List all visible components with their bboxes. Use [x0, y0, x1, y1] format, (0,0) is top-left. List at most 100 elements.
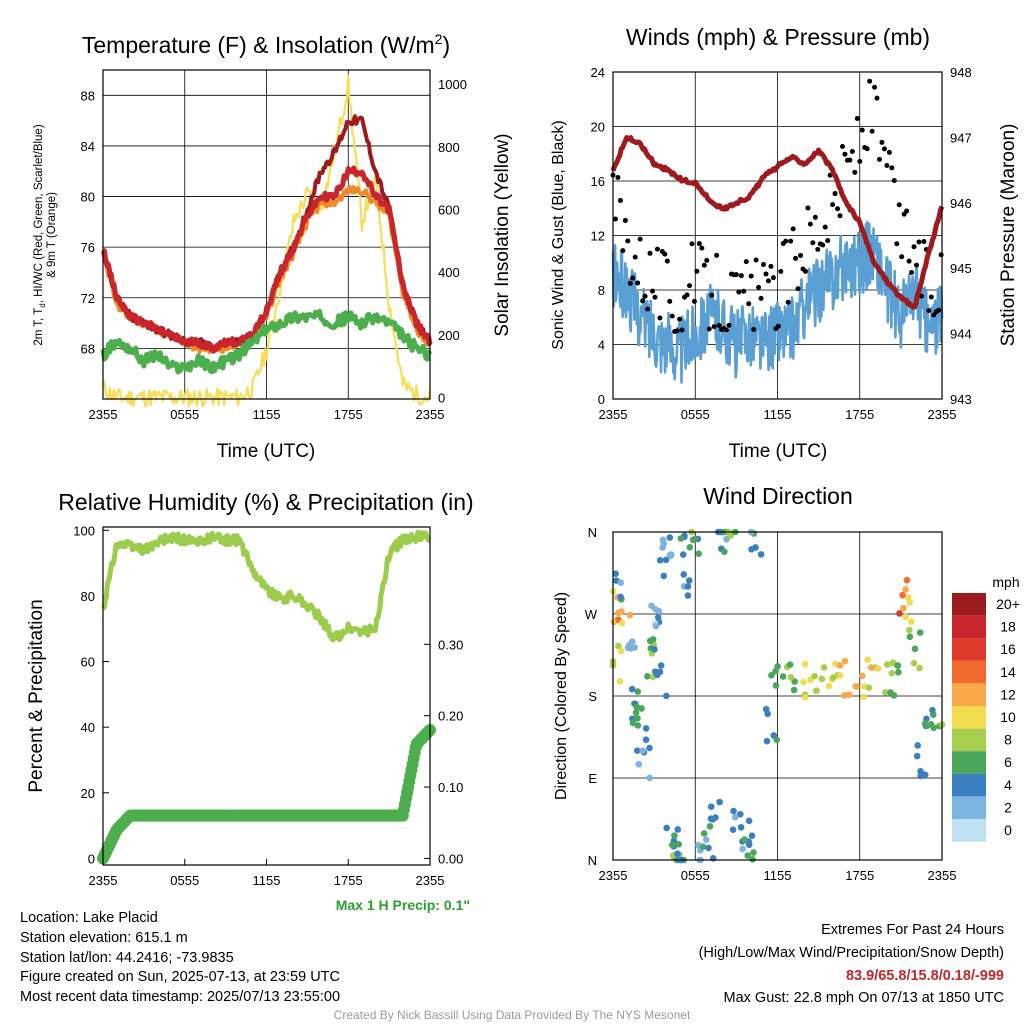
wind-x-axis-label: Time (UTC) [729, 441, 828, 462]
direction-point [731, 813, 739, 821]
direction-point [852, 683, 859, 690]
gust-point [617, 198, 623, 204]
direction-point [888, 669, 896, 677]
colorbar-label: 0 [1004, 822, 1012, 838]
gust-point [645, 306, 651, 312]
wind-y2-tick-label: 945 [950, 261, 972, 276]
direction-point [914, 742, 921, 749]
extremes-values: 83.9/65.8/15.8/0.18/-999 [846, 968, 1004, 984]
gust-point [630, 275, 636, 281]
wind-y2-tick-label: 943 [950, 392, 972, 407]
temp-series-2mt [101, 165, 433, 354]
gust-point [805, 205, 811, 211]
colorbar-swatch [952, 683, 986, 706]
direction-point [741, 836, 748, 843]
gust-point [886, 149, 892, 155]
dir-title: Wind Direction [703, 483, 853, 509]
gust-point [704, 257, 710, 263]
gust-point [635, 280, 641, 286]
colorbar-label: 10 [1000, 709, 1016, 725]
wind-x-tick-label: 1755 [845, 407, 874, 422]
gust-point [768, 263, 774, 269]
temp-y-tick-label: 84 [81, 139, 95, 154]
direction-point [655, 607, 663, 615]
gust-point [696, 241, 702, 247]
wind-x-tick-label: 2355 [928, 407, 957, 422]
wind-title: Winds (mph) & Pressure (mb) [626, 24, 930, 50]
gust-point [837, 213, 843, 219]
temp-series-td [100, 308, 433, 375]
temp-y2-tick-label: 600 [438, 202, 460, 217]
direction-point [737, 810, 744, 818]
gust-point [657, 315, 663, 321]
wind-x-tick-label: 1155 [764, 407, 792, 422]
temp-x-axis-label: Time (UTC) [217, 441, 316, 462]
colorbar-label: 2 [1004, 799, 1012, 815]
direction-point [800, 678, 807, 686]
temp-x-tick-label: 0555 [170, 407, 199, 422]
gust-point [891, 178, 897, 184]
gust-point [714, 252, 720, 258]
direction-point [911, 645, 919, 653]
direction-point [667, 551, 675, 558]
temp-y-tick-label: 68 [81, 341, 95, 356]
direction-point [660, 572, 668, 580]
gust-point [867, 78, 873, 84]
rh-x-tick-label: 2355 [416, 873, 445, 888]
direction-point [663, 692, 670, 700]
rh-panel: Relative Humidity (%) & Precipitation (i… [26, 489, 474, 913]
extremes-title: Extremes For Past 24 Hours [821, 922, 1004, 938]
direction-point [910, 659, 918, 667]
wind-y-axis-label: Sonic Wind & Gust (Blue, Black) [550, 120, 567, 349]
gust-point [706, 326, 712, 332]
gust-point [918, 293, 924, 299]
rh-y-axis-label: Percent & Precipitation [26, 599, 47, 792]
gust-point [733, 272, 739, 278]
gust-point [825, 238, 831, 244]
direction-point [917, 772, 924, 780]
wind-x-tick-label: 2355 [599, 407, 628, 422]
gust-point [746, 301, 752, 307]
gust-point [763, 271, 769, 277]
direction-point [811, 672, 818, 680]
direction-point [902, 613, 909, 621]
gust-point [830, 202, 836, 208]
dir-plot-frame [612, 531, 943, 861]
direction-point [660, 540, 667, 547]
colorbar-label: 18 [1000, 619, 1016, 635]
gust-point [815, 246, 821, 252]
gust-point [694, 268, 700, 274]
temp-y-tick-label: 72 [81, 291, 95, 306]
svg-text:2m T, Td, HI/WC (Red, Green, S: 2m T, Td, HI/WC (Red, Green, Scarlet/Blu… [33, 124, 47, 345]
gust-point [899, 254, 905, 260]
gust-point [677, 316, 683, 322]
temp-y2-tick-label: 0 [438, 390, 445, 405]
direction-point [633, 714, 641, 722]
dir-x-tick-label: 0555 [681, 868, 710, 883]
gust-point [709, 292, 715, 298]
direction-point [668, 841, 676, 849]
direction-point [646, 744, 653, 752]
gust-point [625, 238, 631, 244]
direction-point [675, 840, 683, 848]
gust-point [699, 245, 705, 251]
wind-y-tick-label: 12 [591, 229, 605, 244]
wind-y-tick-label: 0 [598, 392, 605, 407]
gust-point [637, 236, 643, 242]
direction-point [825, 682, 833, 690]
gust-point [741, 288, 747, 294]
rh-y-tick-label: 40 [81, 720, 95, 735]
direction-point [716, 798, 723, 806]
direction-point [750, 849, 757, 856]
temp-panel: Temperature (F) & Insolation (W/m2) 68 72… [33, 31, 513, 462]
colorbar-label: 16 [1000, 641, 1016, 657]
gust-point [849, 148, 855, 154]
direction-point [890, 692, 898, 699]
direction-point [674, 850, 681, 858]
direction-point [836, 671, 844, 679]
gust-point [701, 262, 707, 268]
colorbar-label: 20+ [996, 596, 1020, 612]
direction-point [634, 722, 642, 729]
wind-y-tick-label: 24 [591, 65, 605, 80]
